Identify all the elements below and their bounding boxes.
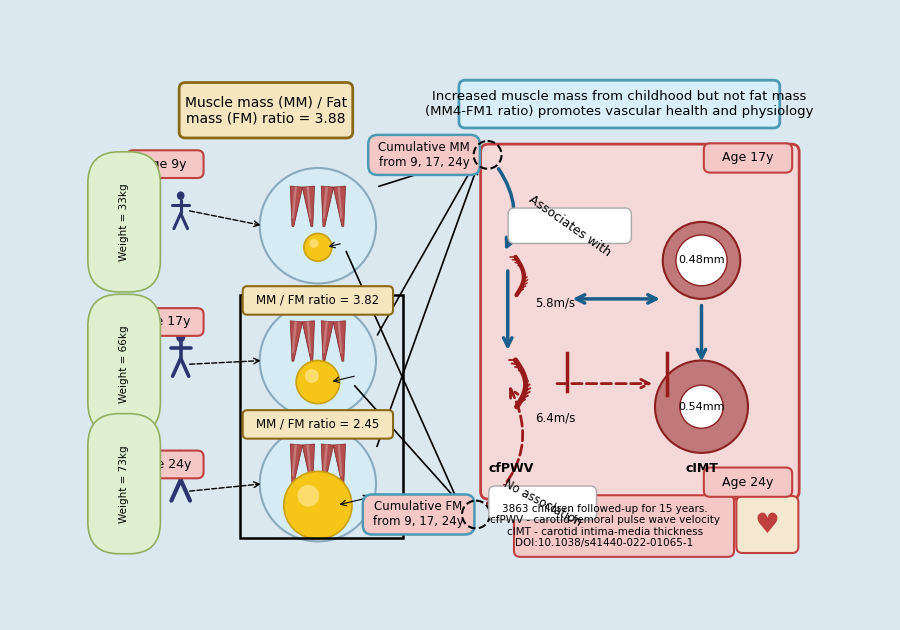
FancyBboxPatch shape (508, 208, 632, 243)
Text: Increased muscle mass from childhood but not fat mass
(MM4-FM1 ratio) promotes v: Increased muscle mass from childhood but… (425, 90, 814, 118)
FancyBboxPatch shape (243, 286, 393, 315)
Polygon shape (333, 444, 346, 484)
Text: 6.4m/s: 6.4m/s (535, 412, 575, 425)
Text: Age 9y: Age 9y (143, 158, 187, 171)
FancyBboxPatch shape (179, 83, 353, 138)
Text: Weight = 73kg: Weight = 73kg (119, 445, 129, 522)
Text: ♥: ♥ (755, 510, 779, 539)
FancyBboxPatch shape (704, 144, 792, 173)
FancyBboxPatch shape (363, 495, 474, 534)
FancyBboxPatch shape (481, 144, 799, 499)
Polygon shape (292, 186, 297, 219)
Text: Weight = 66kg: Weight = 66kg (119, 326, 129, 403)
FancyBboxPatch shape (368, 135, 480, 175)
Polygon shape (292, 321, 297, 353)
Polygon shape (321, 186, 334, 227)
Polygon shape (302, 321, 314, 361)
Text: No association: No association (501, 477, 583, 529)
Text: Age 24y: Age 24y (140, 458, 191, 471)
FancyBboxPatch shape (127, 151, 203, 178)
FancyBboxPatch shape (704, 467, 792, 497)
Polygon shape (307, 444, 311, 476)
Circle shape (297, 485, 320, 507)
Polygon shape (307, 186, 311, 219)
Polygon shape (323, 186, 328, 219)
Text: Associates with: Associates with (526, 193, 613, 259)
Circle shape (304, 234, 332, 261)
Text: Cumulative MM
from 9, 17, 24y: Cumulative MM from 9, 17, 24y (378, 141, 470, 169)
Text: MM / FM ratio = 2.45: MM / FM ratio = 2.45 (256, 418, 380, 431)
Text: Cumulative FM
from 9, 17, 24y: Cumulative FM from 9, 17, 24y (374, 500, 464, 529)
FancyBboxPatch shape (514, 495, 734, 557)
Ellipse shape (177, 192, 184, 200)
FancyBboxPatch shape (243, 410, 393, 438)
Ellipse shape (176, 450, 186, 461)
Circle shape (662, 222, 740, 299)
FancyBboxPatch shape (489, 486, 597, 520)
Polygon shape (290, 186, 302, 227)
Polygon shape (292, 444, 297, 476)
Circle shape (260, 303, 376, 418)
Text: Age 17y: Age 17y (722, 151, 774, 164)
Circle shape (680, 385, 724, 428)
Circle shape (284, 471, 352, 539)
Circle shape (310, 239, 319, 248)
Text: 0.48mm: 0.48mm (679, 255, 725, 265)
Text: cIMT: cIMT (685, 462, 718, 475)
Polygon shape (302, 186, 314, 227)
Text: cfPWV: cfPWV (489, 462, 535, 475)
Polygon shape (323, 444, 328, 476)
Polygon shape (321, 444, 334, 484)
Circle shape (296, 360, 339, 404)
Text: Muscle mass (MM) / Fat
mass (FM) ratio = 3.88: Muscle mass (MM) / Fat mass (FM) ratio =… (184, 95, 347, 125)
Polygon shape (338, 321, 342, 353)
Text: Age 17y: Age 17y (140, 316, 191, 328)
Ellipse shape (176, 332, 185, 342)
Circle shape (260, 168, 376, 284)
Polygon shape (290, 321, 302, 361)
Polygon shape (321, 321, 334, 361)
Text: MM / FM ratio = 3.82: MM / FM ratio = 3.82 (256, 294, 380, 307)
Text: Weight = 33kg: Weight = 33kg (119, 183, 129, 261)
Circle shape (305, 369, 319, 383)
Polygon shape (338, 444, 342, 476)
Circle shape (260, 426, 376, 541)
FancyBboxPatch shape (459, 80, 779, 128)
Text: 0.54mm: 0.54mm (679, 402, 725, 411)
Polygon shape (333, 321, 346, 361)
Polygon shape (333, 186, 346, 227)
Polygon shape (290, 444, 302, 484)
Text: Age 24y: Age 24y (723, 476, 774, 489)
Polygon shape (338, 186, 342, 219)
Circle shape (655, 360, 748, 453)
FancyBboxPatch shape (127, 308, 203, 336)
Circle shape (676, 235, 727, 286)
FancyBboxPatch shape (127, 450, 203, 478)
Text: 3863 children followed-up for 15 years.
cfPWV - carotid-femoral pulse wave veloc: 3863 children followed-up for 15 years. … (490, 503, 720, 549)
FancyBboxPatch shape (736, 496, 798, 553)
Polygon shape (323, 321, 328, 353)
Text: 5.8m/s: 5.8m/s (535, 296, 575, 309)
Polygon shape (302, 444, 314, 484)
Polygon shape (307, 321, 311, 353)
